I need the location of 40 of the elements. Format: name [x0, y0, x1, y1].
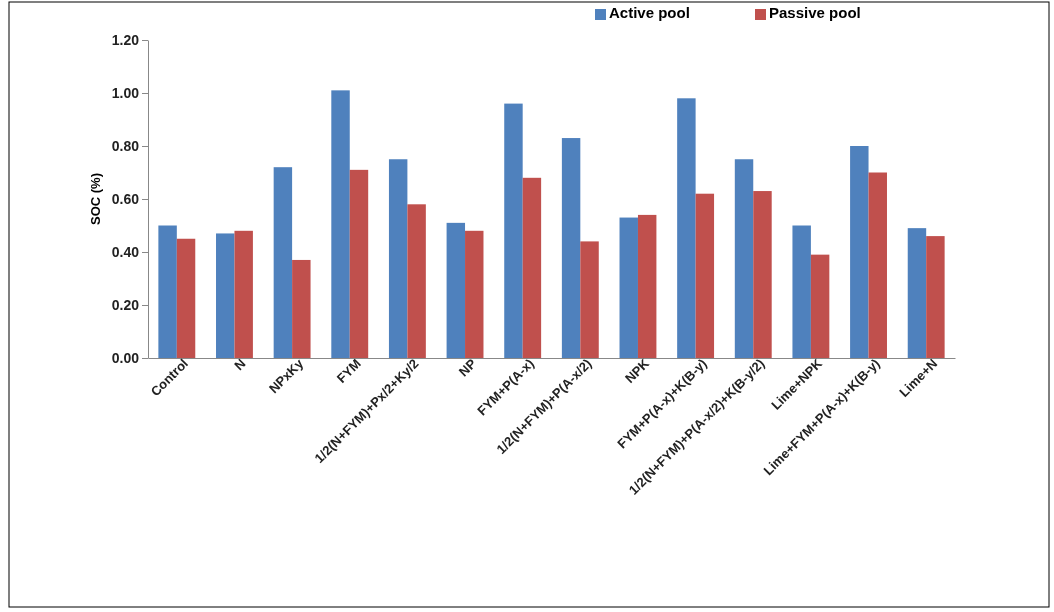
- bar: [561, 138, 581, 358]
- y-tick-label: 1.20: [111, 31, 140, 48]
- bar: [619, 217, 638, 358]
- y-tick-label: 0.40: [111, 243, 140, 260]
- bar: [850, 146, 869, 358]
- bar: [792, 225, 811, 358]
- bar: [504, 103, 523, 358]
- bar: [734, 159, 754, 358]
- bar: [407, 204, 426, 358]
- bar: [388, 159, 408, 358]
- y-tick-label: 0.00: [111, 349, 140, 366]
- bar: [176, 238, 196, 358]
- bar: [907, 228, 927, 358]
- bar: [158, 225, 177, 358]
- y-tick-label: 0.60: [111, 190, 140, 207]
- bar: [446, 222, 466, 358]
- bar: [292, 259, 311, 358]
- y-tick-label: 0.20: [111, 296, 140, 313]
- bar: [753, 191, 772, 358]
- bar: [522, 177, 542, 358]
- bar: [868, 172, 887, 358]
- bar: [349, 169, 369, 358]
- y-tick-label: 0.80: [111, 137, 140, 154]
- bar: [695, 193, 715, 358]
- legend-label: Passive pool: [769, 4, 861, 21]
- bar: [926, 236, 945, 358]
- bar: [810, 254, 830, 358]
- x-tick-label: N: [231, 355, 249, 374]
- bar: [465, 230, 484, 358]
- y-axis-title: SOC (%): [88, 173, 103, 225]
- legend-label: Active pool: [609, 4, 690, 21]
- bar: [273, 167, 293, 358]
- bar: [216, 233, 235, 358]
- bar: [677, 98, 696, 358]
- x-tick-label: NP: [455, 355, 480, 380]
- bar: [637, 214, 657, 358]
- bar: [331, 90, 350, 358]
- y-tick-label: 1.00: [111, 84, 140, 101]
- bar: [234, 230, 253, 358]
- bar: [580, 241, 599, 358]
